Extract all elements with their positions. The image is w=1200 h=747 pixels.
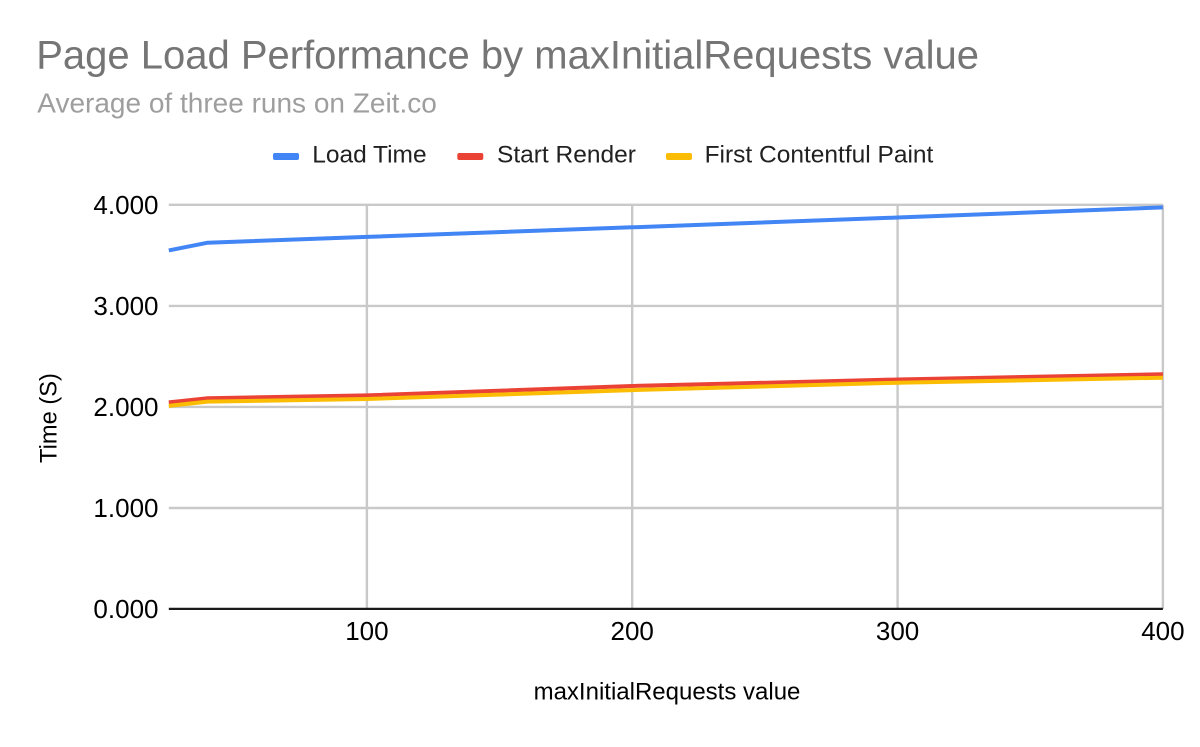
svg-text:300: 300: [876, 616, 919, 646]
svg-text:4.000: 4.000: [93, 190, 158, 220]
svg-text:0.000: 0.000: [93, 594, 158, 624]
svg-text:200: 200: [611, 616, 654, 646]
svg-text:First Contentful Paint: First Contentful Paint: [705, 142, 934, 169]
svg-text:3.000: 3.000: [93, 291, 158, 321]
svg-text:Page Load Performance by maxIn: Page Load Performance by maxInitialReque…: [36, 34, 979, 78]
svg-text:100: 100: [345, 616, 388, 646]
svg-text:2.000: 2.000: [93, 392, 158, 422]
svg-text:maxInitialRequests value: maxInitialRequests value: [534, 678, 801, 705]
svg-text:Average of three runs on Zeit.: Average of three runs on Zeit.co: [37, 87, 437, 118]
svg-text:Time (S): Time (S): [37, 373, 63, 463]
svg-text:1.000: 1.000: [93, 493, 158, 523]
svg-text:400: 400: [1141, 616, 1184, 646]
svg-text:Start Render: Start Render: [497, 142, 636, 169]
svg-text:Load Time: Load Time: [312, 142, 426, 169]
